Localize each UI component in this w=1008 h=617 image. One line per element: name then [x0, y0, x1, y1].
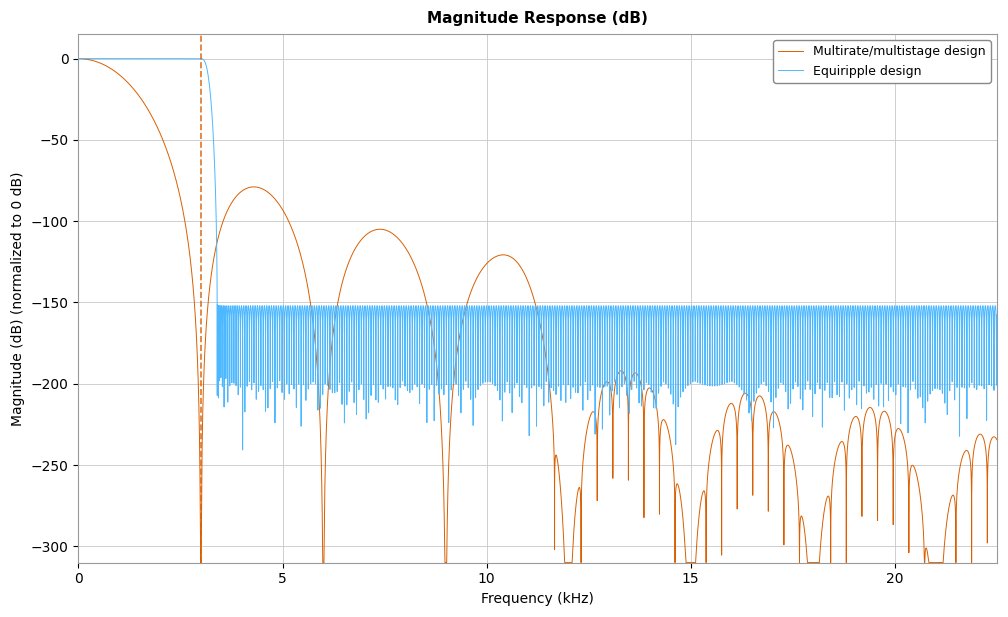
- Y-axis label: Magnitude (dB) (normalized to 0 dB): Magnitude (dB) (normalized to 0 dB): [11, 171, 25, 426]
- Line: Equiripple design: Equiripple design: [79, 59, 1008, 450]
- Multirate/multistage design: [855, 426, 867, 434]
- Equiripple design: [237, 446, 249, 453]
- Legend: Multirate/multistage design, Equiripple design: Multirate/multistage design, Equiripple …: [773, 41, 991, 83]
- X-axis label: Frequency (kHz): Frequency (kHz): [481, 592, 594, 606]
- Multirate/multistage design: [195, 559, 207, 566]
- Multirate/multistage design: [512, 260, 524, 268]
- Equiripple design: [855, 303, 867, 310]
- Multirate/multistage design: [121, 78, 133, 85]
- Equiripple design: [443, 305, 455, 313]
- Multirate/multistage design: [73, 55, 85, 62]
- Equiripple design: [195, 55, 207, 62]
- Equiripple design: [121, 55, 133, 62]
- Multirate/multistage design: [677, 522, 689, 529]
- Equiripple design: [73, 55, 85, 62]
- Equiripple design: [677, 308, 689, 315]
- Line: Multirate/multistage design: Multirate/multistage design: [79, 59, 1008, 563]
- Equiripple design: [730, 310, 742, 317]
- Equiripple design: [512, 303, 524, 310]
- Multirate/multistage design: [443, 481, 455, 489]
- Multirate/multistage design: [730, 418, 742, 426]
- Title: Magnitude Response (dB): Magnitude Response (dB): [427, 11, 648, 26]
